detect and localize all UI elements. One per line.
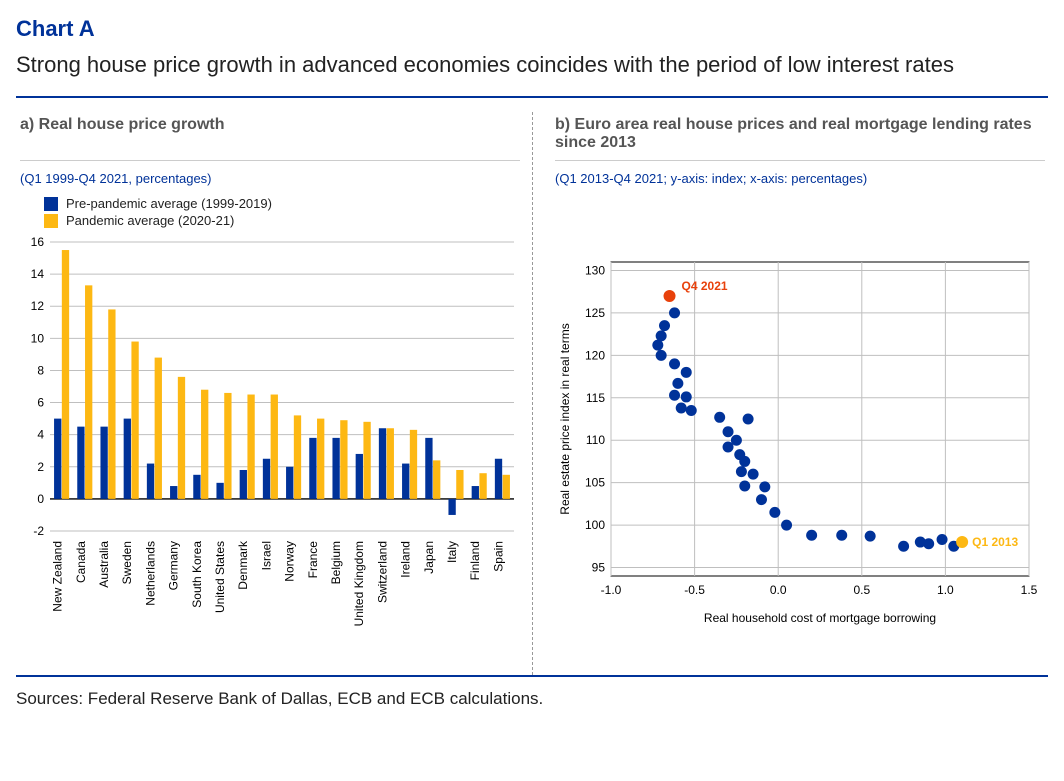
svg-text:Italy: Italy (445, 541, 459, 563)
panel-b: b) Euro area real house prices and real … (533, 108, 1057, 675)
svg-text:Switzerland: Switzerland (375, 541, 389, 603)
svg-text:Q1 2013: Q1 2013 (972, 535, 1018, 549)
svg-text:United States: United States (213, 541, 227, 613)
svg-text:14: 14 (31, 267, 45, 281)
svg-text:0.5: 0.5 (853, 583, 870, 597)
svg-text:Real household cost of mortgag: Real household cost of mortgage borrowin… (704, 611, 936, 625)
legend-label: Pandemic average (2020-21) (66, 213, 234, 228)
panels: a) Real house price growth (Q1 1999-Q4 2… (16, 108, 1048, 675)
sources-text: Sources: Federal Reserve Bank of Dallas,… (16, 689, 1048, 709)
svg-text:0: 0 (37, 492, 44, 506)
bottom-rule (16, 675, 1048, 677)
svg-text:Ireland: Ireland (399, 541, 413, 578)
svg-text:105: 105 (585, 476, 605, 490)
panel-a: a) Real house price growth (Q1 1999-Q4 2… (16, 108, 532, 675)
svg-text:Denmark: Denmark (236, 540, 250, 590)
legend-swatch-icon (44, 197, 58, 211)
svg-text:-2: -2 (33, 524, 44, 538)
svg-text:Japan: Japan (422, 541, 436, 574)
panel-b-spacer (555, 196, 1045, 252)
legend-label: Pre-pandemic average (1999-2019) (66, 196, 272, 211)
svg-text:4: 4 (37, 428, 44, 442)
svg-text:Netherlands: Netherlands (143, 541, 157, 606)
svg-text:1.0: 1.0 (937, 583, 954, 597)
svg-text:0.0: 0.0 (770, 583, 787, 597)
svg-text:Israel: Israel (259, 541, 273, 570)
svg-text:6: 6 (37, 396, 44, 410)
svg-text:Germany: Germany (167, 541, 181, 590)
svg-text:-0.5: -0.5 (684, 583, 705, 597)
svg-text:France: France (306, 541, 320, 579)
svg-text:120: 120 (585, 348, 605, 362)
svg-text:1.5: 1.5 (1021, 583, 1038, 597)
panel-b-subcap: (Q1 2013-Q4 2021; y-axis: index; x-axis:… (555, 171, 1045, 186)
svg-text:2: 2 (37, 460, 44, 474)
chart-subtitle: Strong house price growth in advanced ec… (16, 48, 1048, 82)
svg-text:Q4 2021: Q4 2021 (682, 279, 728, 293)
svg-text:130: 130 (585, 264, 605, 278)
scatter-chart: 95 100 105 110 115 120 125 130 -1.0 -0.5 0.0 0.5 1.0… (555, 252, 1045, 632)
svg-text:Norway: Norway (283, 541, 297, 582)
svg-text:Spain: Spain (491, 541, 505, 572)
svg-text:100: 100 (585, 518, 605, 532)
legend-swatch-icon (44, 214, 58, 228)
svg-text:115: 115 (586, 391, 605, 405)
panel-a-title: a) Real house price growth (20, 116, 520, 156)
bar-chart: -2 0 2 4 6 8 10 12 14 16 New Zealand Canada Australi… (20, 236, 520, 666)
svg-text:Sweden: Sweden (120, 541, 134, 584)
svg-text:110: 110 (586, 433, 605, 447)
svg-text:12: 12 (31, 299, 45, 313)
svg-text:16: 16 (31, 236, 45, 249)
svg-text:Australia: Australia (97, 541, 111, 588)
chart-title: Chart A (16, 16, 1048, 42)
svg-text:Real estate price index in rea: Real estate price index in real terms (558, 323, 572, 514)
panel-a-subcap: (Q1 1999-Q4 2021, percentages) (20, 171, 520, 186)
svg-text:8: 8 (37, 364, 44, 378)
svg-text:-1.0: -1.0 (601, 583, 622, 597)
svg-text:Finland: Finland (468, 541, 482, 580)
panel-a-legend: Pre-pandemic average (1999-2019) Pandemi… (20, 196, 520, 228)
svg-text:95: 95 (592, 561, 606, 575)
svg-text:United Kingdom: United Kingdom (352, 541, 366, 626)
svg-text:Belgium: Belgium (329, 541, 343, 584)
legend-item: Pandemic average (2020-21) (44, 213, 520, 228)
svg-text:10: 10 (31, 331, 45, 345)
svg-text:New Zealand: New Zealand (51, 541, 65, 612)
panel-a-rule (20, 160, 520, 161)
svg-text:South Korea: South Korea (190, 541, 204, 608)
svg-text:Canada: Canada (74, 541, 88, 583)
top-rule (16, 96, 1048, 98)
legend-item: Pre-pandemic average (1999-2019) (44, 196, 520, 211)
panel-b-rule (555, 160, 1045, 161)
svg-text:125: 125 (585, 306, 605, 320)
panel-b-title: b) Euro area real house prices and real … (555, 116, 1045, 156)
